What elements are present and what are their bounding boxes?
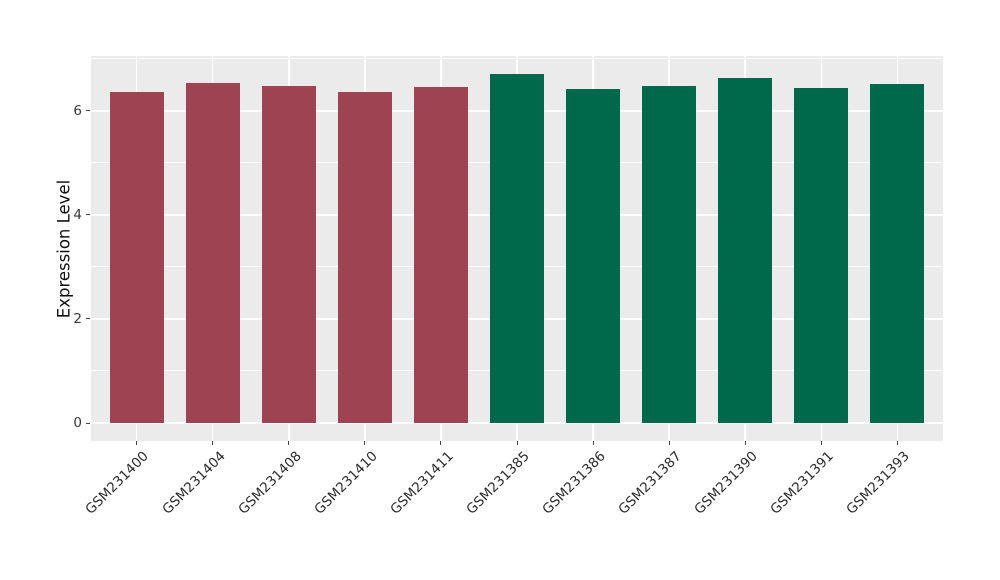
x-tick-label: GSM231391 — [767, 448, 837, 518]
y-axis-tick — [86, 422, 90, 424]
plot-panel — [91, 56, 943, 441]
bar-GSM231411 — [413, 86, 468, 423]
x-tick-label: GSM231393 — [843, 448, 913, 518]
x-tick-label: GSM231387 — [615, 448, 685, 518]
bar-GSM231408 — [261, 85, 316, 423]
x-axis-tick — [136, 441, 138, 445]
y-tick-label: 4 — [73, 206, 82, 223]
bar-GSM231410 — [337, 92, 392, 423]
bar-GSM231391 — [794, 88, 849, 423]
x-tick-label: GSM231386 — [539, 448, 609, 518]
bar-GSM231386 — [566, 89, 621, 423]
x-axis-tick — [212, 441, 214, 445]
y-tick-label: 6 — [73, 102, 82, 119]
y-tick-label: 2 — [73, 310, 82, 327]
x-tick-label: GSM231411 — [387, 448, 457, 518]
bar-GSM231387 — [642, 86, 697, 423]
x-tick-label: GSM231404 — [158, 448, 229, 518]
x-tick-label: GSM231408 — [234, 448, 305, 518]
y-axis-tick — [86, 318, 90, 320]
x-axis-tick — [820, 441, 822, 445]
y-axis-tick — [86, 110, 90, 112]
x-tick-label: GSM231390 — [691, 448, 761, 518]
x-axis-tick — [516, 441, 518, 445]
bar-GSM231385 — [490, 74, 544, 423]
bar-GSM231404 — [185, 82, 240, 423]
x-axis-tick — [440, 441, 442, 445]
y-axis-title: Expression Level — [54, 179, 74, 318]
x-axis-tick — [364, 441, 366, 445]
y-tick-label: 0 — [73, 415, 82, 431]
x-axis-tick — [288, 441, 290, 445]
x-tick-label: GSM231385 — [463, 448, 533, 518]
bar-GSM231390 — [718, 78, 773, 423]
x-tick-label: GSM231410 — [311, 448, 381, 518]
x-axis-tick — [668, 441, 670, 445]
x-axis-tick — [896, 441, 898, 445]
x-axis-tick — [592, 441, 594, 445]
x-axis-tick — [744, 441, 746, 445]
bar-GSM231400 — [109, 92, 164, 423]
bar-GSM231393 — [870, 84, 925, 423]
x-tick-label: GSM231400 — [82, 448, 153, 518]
y-axis-tick — [86, 214, 90, 216]
